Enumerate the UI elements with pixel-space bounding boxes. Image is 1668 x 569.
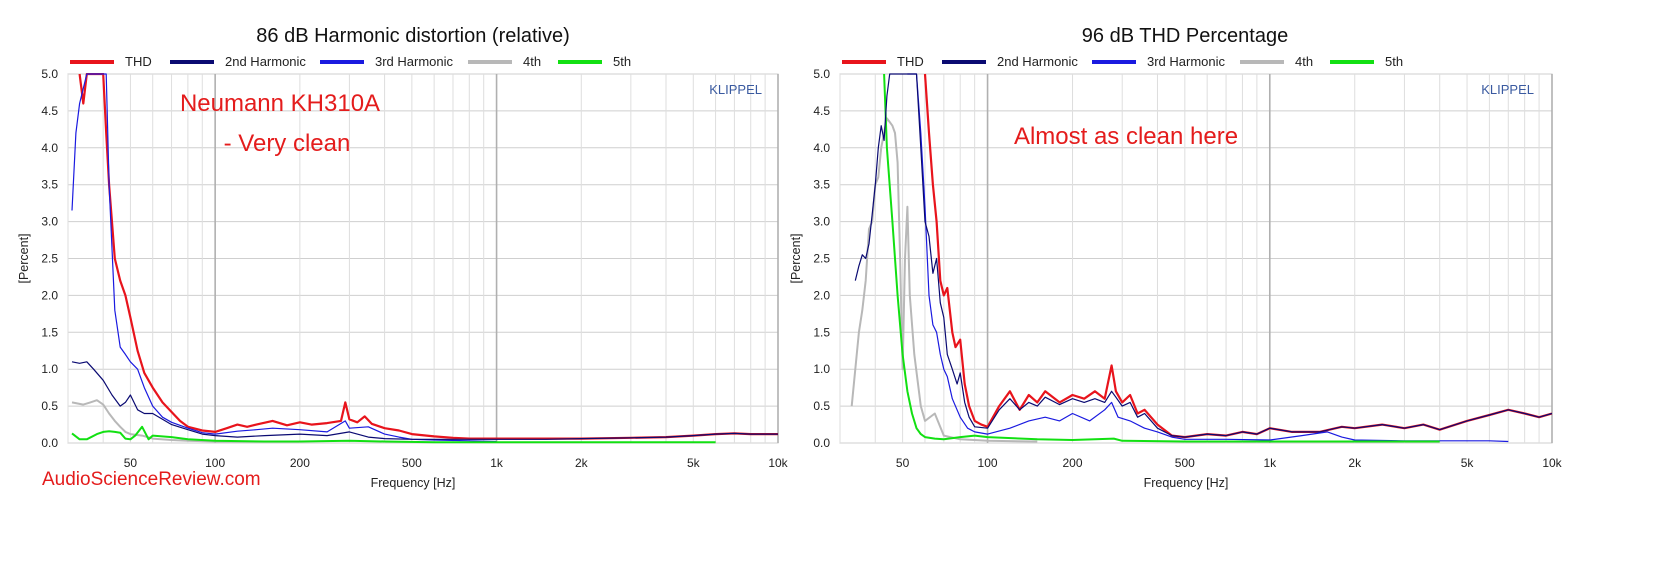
y-tick-label: 3.5 [813, 178, 830, 192]
x-tick-label: 200 [290, 456, 310, 470]
annotation-text: - Very clean [224, 130, 351, 157]
x-tick-label: 100 [205, 456, 225, 470]
y-tick-label: 5.0 [813, 67, 830, 81]
chart-86db-harmonic-distortion: 0.0 0.5 1.0 1.5 2.0 2.5 3.0 3.5 4.0 4.5 5.0 50 100 20… [17, 25, 789, 490]
x-tick-label: 1k [490, 456, 504, 470]
chart-title: 96 dB THD Percentage [1082, 25, 1288, 47]
y-tick-label: 3.0 [813, 215, 830, 229]
x-tick-label: 5k [687, 456, 701, 470]
series-line-4th [71, 399, 265, 443]
chart-title: 86 dB Harmonic distortion (relative) [256, 25, 569, 47]
y-tick-label: 0.5 [813, 399, 830, 413]
x-tick-label: 2k [575, 456, 589, 470]
legend-label: 2nd Harmonic [997, 54, 1078, 69]
x-tick-label: 50 [124, 456, 138, 470]
x-tick-label: 10k [768, 456, 788, 470]
series-line-5th [71, 425, 716, 444]
legend-label: THD [897, 54, 924, 69]
y-tick-label: 1.5 [813, 325, 830, 339]
x-tick-label: 500 [1175, 456, 1195, 470]
series-line-2nd-harmonic [71, 361, 778, 440]
y-tick-label: 2.0 [41, 288, 58, 302]
x-axis-label: Frequency [Hz] [371, 476, 456, 490]
y-tick-label: 1.0 [41, 362, 58, 376]
legend-label: 4th [523, 54, 541, 69]
x-tick-label: 500 [402, 456, 422, 470]
y-axis-label: [Percent] [17, 233, 31, 283]
y-tick-label: 0.0 [41, 436, 58, 450]
legend-label: 3rd Harmonic [375, 54, 454, 69]
y-tick-label: 2.5 [41, 252, 58, 266]
y-tick-label: 4.5 [41, 104, 58, 118]
chart-96db-thd-percentage: 0.0 0.5 1.0 1.5 2.0 2.5 3.0 3.5 4.0 4.5 5.0 50 100 20… [789, 25, 1563, 490]
y-tick-label: 2.0 [813, 288, 830, 302]
series-line-3rd-harmonic [71, 73, 497, 443]
y-tick-label: 0.5 [41, 399, 58, 413]
y-axis-label: [Percent] [789, 233, 803, 283]
x-tick-label: 200 [1063, 456, 1083, 470]
y-tick-label: 0.0 [813, 436, 830, 450]
legend-label: 2nd Harmonic [225, 54, 306, 69]
y-tick-label: 1.5 [41, 325, 58, 339]
legend-label: 4th [1295, 54, 1313, 69]
x-tick-label: 5k [1461, 456, 1475, 470]
series-line-2nd-harmonic [854, 73, 1552, 438]
y-tick-label: 4.5 [813, 104, 830, 118]
legend-label: 5th [613, 54, 631, 69]
y-tick-label: 2.5 [813, 252, 830, 266]
annotation-text: Neumann KH310A [180, 90, 380, 117]
x-tick-label: 10k [1542, 456, 1562, 470]
legend-label: 3rd Harmonic [1147, 54, 1226, 69]
y-tick-label: 4.0 [813, 141, 830, 155]
x-tick-label: 1k [1263, 456, 1277, 470]
x-tick-label: 50 [896, 456, 910, 470]
annotation-text: Almost as clean here [1014, 123, 1238, 150]
y-tick-label: 1.0 [813, 362, 830, 376]
x-axis-label: Frequency [Hz] [1144, 476, 1229, 490]
klippel-label: KLIPPEL [709, 82, 762, 97]
x-tick-label: 2k [1348, 456, 1362, 470]
y-tick-label: 3.5 [41, 178, 58, 192]
y-tick-label: 3.0 [41, 215, 58, 229]
klippel-label: KLIPPEL [1481, 82, 1534, 97]
series-line-5th [883, 73, 1440, 443]
watermark-text: AudioScienceReview.com [42, 469, 261, 490]
legend-label: 5th [1385, 54, 1403, 69]
legend-label: THD [125, 54, 152, 69]
y-tick-label: 4.0 [41, 141, 58, 155]
x-tick-label: 100 [978, 456, 998, 470]
series-line-3rd-harmonic [907, 73, 1509, 443]
y-tick-label: 5.0 [41, 67, 58, 81]
